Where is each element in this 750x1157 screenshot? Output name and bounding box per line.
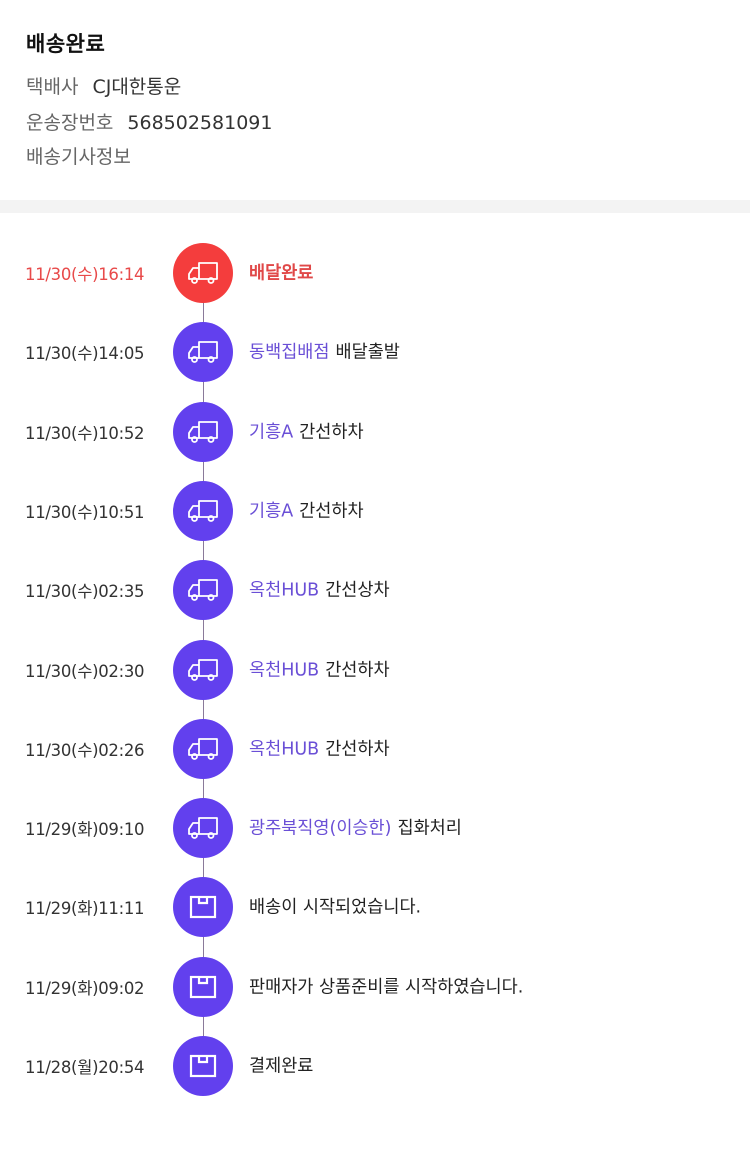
timeline-item: 11/30(수)10:51 기흥A 간선하차 — [0, 480, 750, 541]
truck-icon — [173, 560, 233, 621]
delivery-status-title: 배송완료 — [26, 32, 106, 56]
event-datetime: 11/29(화)11:11 — [25, 899, 145, 919]
event-description: 기흥A 간선하차 — [249, 497, 364, 522]
event-status: 간선하차 — [299, 421, 364, 442]
event-location: 옥천HUB — [249, 659, 320, 680]
event-datetime: 11/30(수)02:30 — [25, 661, 145, 681]
event-datetime: 11/30(수)14:05 — [25, 344, 145, 364]
box-icon — [173, 1036, 233, 1096]
timeline-item: 11/30(수)16:14 배달완료 — [0, 243, 750, 303]
event-datetime: 11/29(화)09:02 — [25, 978, 145, 998]
truck-icon — [173, 480, 233, 541]
event-status: 배달출발 — [335, 342, 400, 363]
truck-icon — [173, 639, 233, 700]
event-location: 동백집배점 — [249, 342, 330, 363]
event-location: 옥천HUB — [249, 739, 320, 760]
timeline-item: 11/30(수)10:52 기흥A 간선하차 — [0, 401, 750, 462]
delivery-summary: 배송완료 택배사 CJ대한통운 운송장번호 568502581091 배송기사정보 — [0, 0, 750, 200]
courier-value: CJ대한통운 — [92, 76, 182, 98]
event-datetime: 11/29(화)09:10 — [25, 820, 145, 840]
section-divider — [0, 200, 750, 213]
truck-icon — [173, 243, 233, 303]
event-description: 옥천HUB 간선하차 — [249, 735, 390, 760]
event-datetime: 11/30(수)10:52 — [25, 423, 145, 443]
event-status: 간선하차 — [325, 739, 390, 760]
truck-icon — [173, 798, 233, 859]
courier-info: 택배사 CJ대한통운 — [26, 72, 181, 99]
courier-label: 택배사 — [26, 76, 79, 98]
event-location: 기흥A — [249, 421, 294, 442]
event-status: 결제완료 — [249, 1056, 314, 1077]
timeline-item: 11/28(월)20:54 결제완료 — [0, 1036, 750, 1096]
event-description: 배달완료 — [249, 259, 313, 284]
event-datetime: 11/30(수)10:51 — [25, 502, 145, 522]
box-icon — [173, 877, 233, 938]
event-datetime: 11/30(수)16:14 — [25, 265, 145, 284]
event-description: 동백집배점 배달출발 — [249, 339, 400, 364]
timeline-item: 11/30(수)02:30 옥천HUB 간선하차 — [0, 639, 750, 700]
event-datetime: 11/30(수)02:35 — [25, 582, 145, 602]
event-status: 집화처리 — [397, 818, 462, 839]
event-description: 옥천HUB 간선상차 — [249, 576, 390, 601]
timeline-item: 11/30(수)02:35 옥천HUB 간선상차 — [0, 560, 750, 621]
event-status: 간선하차 — [299, 501, 364, 522]
event-location: 기흥A — [249, 501, 294, 522]
timeline-item: 11/29(화)09:02 판매자가 상품준비를 시작하였습니다. — [0, 956, 750, 1017]
timeline-item: 11/30(수)14:05 동백집배점 배달출발 — [0, 322, 750, 383]
event-status: 배달완료 — [249, 263, 314, 284]
event-description: 기흥A 간선하차 — [249, 418, 364, 443]
truck-icon — [173, 401, 233, 462]
tracking-label: 운송장번호 — [26, 112, 114, 134]
tracking-info: 운송장번호 568502581091 — [26, 108, 272, 135]
event-status: 배송이 시작되었습니다. — [249, 897, 422, 918]
tracking-number: 568502581091 — [127, 112, 273, 134]
event-description: 결제완료 — [249, 1052, 313, 1077]
event-datetime: 11/30(수)02:26 — [25, 740, 145, 760]
event-description: 옥천HUB 간선하차 — [249, 656, 390, 681]
event-location: 광주북직영(이승한) — [249, 818, 392, 839]
timeline-item: 11/29(화)11:11 배송이 시작되었습니다. — [0, 877, 750, 938]
event-status: 간선하차 — [325, 659, 390, 680]
event-status: 간선상차 — [325, 580, 390, 601]
timeline-item: 11/29(화)09:10 광주북직영(이승한) 집화처리 — [0, 798, 750, 859]
event-description: 배송이 시작되었습니다. — [249, 894, 421, 919]
event-status: 판매자가 상품준비를 시작하였습니다. — [249, 976, 524, 997]
event-datetime: 11/28(월)20:54 — [25, 1058, 145, 1077]
timeline-item: 11/30(수)02:26 옥천HUB 간선하차 — [0, 718, 750, 779]
event-location: 옥천HUB — [249, 580, 320, 601]
box-icon — [173, 956, 233, 1017]
event-description: 판매자가 상품준비를 시작하였습니다. — [249, 973, 523, 998]
driver-info-link[interactable]: 배송기사정보 — [26, 146, 131, 168]
event-description: 광주북직영(이승한) 집화처리 — [249, 814, 462, 839]
truck-icon — [173, 718, 233, 779]
truck-icon — [173, 322, 233, 383]
